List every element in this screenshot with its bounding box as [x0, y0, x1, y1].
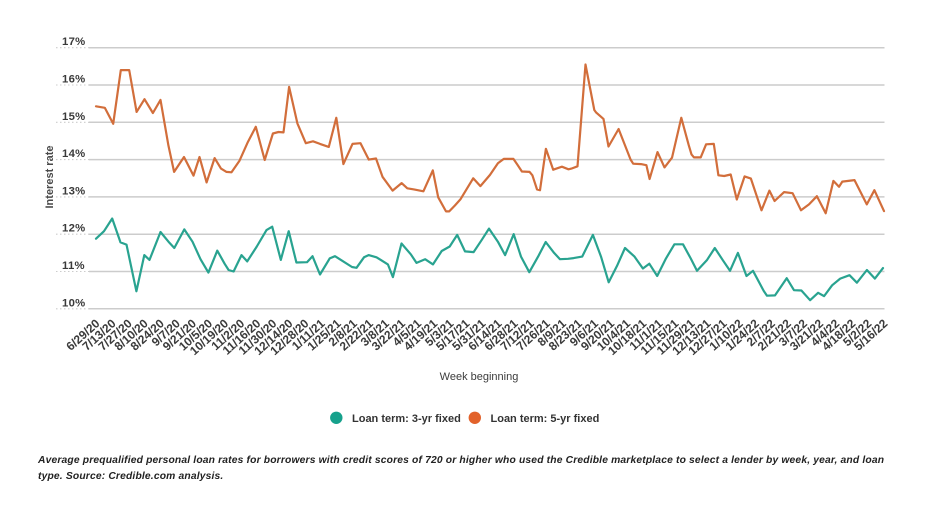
svg-text:Week beginning: Week beginning: [440, 371, 519, 383]
svg-text:16%: 16%: [62, 74, 86, 86]
svg-text:17%: 17%: [62, 36, 86, 48]
svg-text:13%: 13%: [62, 185, 86, 197]
svg-text:Loan term: 5-yr fixed: Loan term: 5-yr fixed: [491, 413, 600, 425]
svg-text:11%: 11%: [62, 260, 85, 272]
svg-text:14%: 14%: [62, 148, 86, 160]
svg-text:12%: 12%: [62, 223, 86, 235]
svg-text:15%: 15%: [62, 111, 86, 123]
svg-text:10%: 10%: [62, 297, 86, 309]
svg-text:Interest rate: Interest rate: [44, 146, 56, 209]
svg-text:Loan term: 3-yr fixed: Loan term: 3-yr fixed: [352, 413, 461, 425]
